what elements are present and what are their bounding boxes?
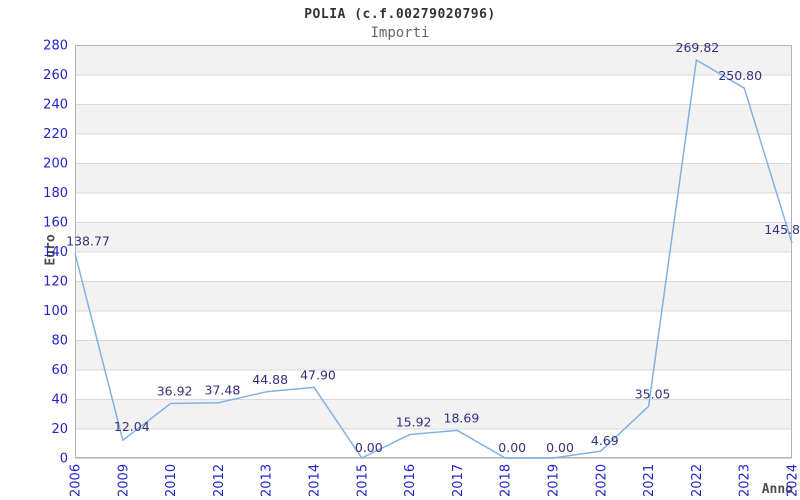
x-tick-label: 2015 <box>355 464 370 497</box>
stripe-band <box>75 45 792 75</box>
point-label: 0.00 <box>498 440 526 455</box>
grid-lines <box>75 45 792 459</box>
plot-stripes <box>75 45 792 429</box>
x-tick-label: 2009 <box>116 464 131 497</box>
x-tick-label: 2010 <box>164 464 179 497</box>
stripe-band <box>75 399 792 429</box>
chart-title: POLIA (c.f.00279020796) <box>304 7 496 22</box>
y-tick-label: 200 <box>43 157 68 172</box>
y-tick-label: 80 <box>51 334 68 349</box>
x-tick-label: 2020 <box>594 464 609 497</box>
point-label: 37.48 <box>205 383 241 398</box>
series-line <box>74 59 793 459</box>
x-tick-label: 2013 <box>260 464 275 497</box>
x-tick-label: 2024 <box>786 464 800 497</box>
point-label: 36.92 <box>157 384 193 399</box>
point-label: 269.82 <box>676 40 720 55</box>
point-label: 0.00 <box>355 440 383 455</box>
stripe-band <box>75 340 792 370</box>
y-tick-label: 260 <box>43 68 68 83</box>
x-tick-label: 2012 <box>212 464 227 497</box>
y-tick-labels: 0 20 40 60 80 100 120 140 160 180 200 220 240 260 280 <box>43 39 68 467</box>
y-tick-label: 0 <box>60 452 68 467</box>
y-tick-label: 20 <box>51 422 68 437</box>
x-tick-label: 2023 <box>738 464 753 497</box>
y-tick-label: 100 <box>43 304 68 319</box>
x-axis-title: Anno <box>761 482 793 497</box>
x-tick-label: 2014 <box>308 464 323 497</box>
point-labels: 138.77 12.04 36.92 37.48 44.88 47.90 0.00 15.92… <box>66 40 800 455</box>
x-tick-label: 2021 <box>642 464 657 497</box>
point-label: 18.69 <box>444 410 480 425</box>
x-tick-label: 2016 <box>403 464 418 497</box>
point-label: 145.8 <box>764 222 800 237</box>
stripe-band <box>75 222 792 252</box>
point-label: 0.00 <box>546 440 574 455</box>
point-label: 250.80 <box>718 68 762 83</box>
point-label: 35.05 <box>635 386 671 401</box>
y-tick-label: 220 <box>43 127 68 142</box>
point-label: 4.69 <box>591 433 619 448</box>
point-label: 12.04 <box>114 419 150 434</box>
y-tick-label: 280 <box>43 39 68 54</box>
point-label: 15.92 <box>396 415 432 430</box>
plot-border <box>75 45 792 458</box>
y-tick-label: 120 <box>43 275 68 290</box>
point-label: 44.88 <box>252 372 288 387</box>
x-tick-label: 2018 <box>499 464 514 497</box>
y-tick-label: 140 <box>43 245 68 260</box>
y-tick-label: 40 <box>51 393 68 408</box>
y-tick-label: 60 <box>51 363 68 378</box>
chart-subtitle: Importi <box>370 25 430 41</box>
point-label: 47.90 <box>300 367 336 382</box>
point-label: 138.77 <box>66 233 110 248</box>
y-tick-label: 180 <box>43 186 68 201</box>
stripe-band <box>75 281 792 311</box>
x-tick-label: 2019 <box>547 464 562 497</box>
stripe-band <box>75 104 792 134</box>
x-tick-label: 2017 <box>451 464 466 497</box>
x-tick-label: 2022 <box>690 464 705 497</box>
stripe-band <box>75 163 792 193</box>
x-tick-labels: 2006 2009 2010 2012 2013 2014 2015 2016 2017 2018… <box>69 464 800 497</box>
x-tick-label: 2006 <box>69 464 84 497</box>
y-tick-label: 160 <box>43 216 68 231</box>
y-tick-label: 240 <box>43 98 68 113</box>
